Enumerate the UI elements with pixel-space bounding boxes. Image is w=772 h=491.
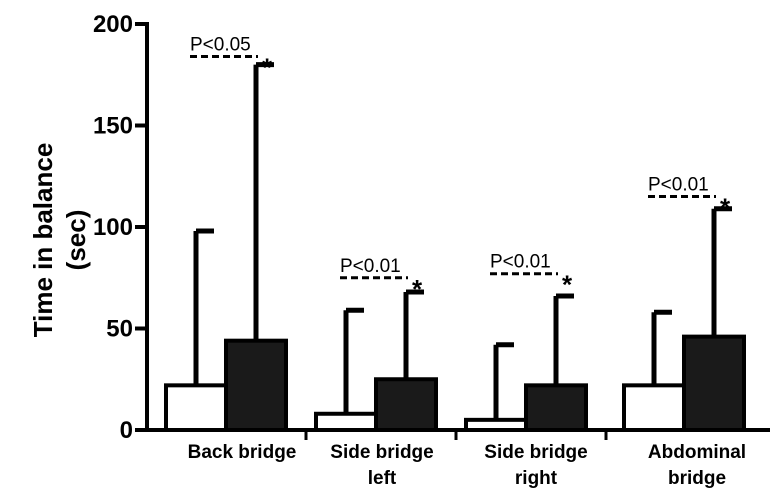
x-category-label-1-line-0: Side bridge xyxy=(330,442,433,463)
y-axis-label-line-1: (sec) xyxy=(61,210,91,271)
bars xyxy=(164,62,746,433)
x-category-label-2-line-0: Side bridge xyxy=(484,442,587,463)
significance-star-2: * xyxy=(562,270,573,300)
annotations: P<0.05 * P<0.01 * P<0.01 * P<0.01 * xyxy=(190,34,731,304)
significance-star-1: * xyxy=(412,274,423,304)
y-tick-label-0: 0 xyxy=(120,417,133,444)
x-category-label-1-line-1: left xyxy=(368,468,397,489)
p-value-3: P<0.01 xyxy=(648,175,709,196)
bar-2-1 xyxy=(524,383,588,432)
x-category-label-2: Side bridge right xyxy=(484,442,587,489)
y-tick-label-1: 50 xyxy=(106,316,133,343)
bar-3-0 xyxy=(622,383,686,432)
bar-0-0 xyxy=(164,383,228,432)
significance-star-0: * xyxy=(262,52,273,82)
bar-2-0 xyxy=(464,417,528,433)
x-category-label-1: Side bridge left xyxy=(330,442,433,489)
y-tick-label-3: 150 xyxy=(93,113,133,140)
bar-0-1 xyxy=(224,338,288,432)
significance-star-3: * xyxy=(720,193,731,223)
y-tick-label-2: 100 xyxy=(93,214,133,241)
bar-3-1 xyxy=(682,334,746,432)
bar-1-0 xyxy=(314,411,378,433)
p-value-2: P<0.01 xyxy=(490,252,551,273)
y-axis-label: Time in balance (sec) xyxy=(28,143,91,338)
bar-1-1 xyxy=(374,377,438,432)
x-category-label-2-line-1: right xyxy=(515,468,558,489)
x-category-label-3-line-0: Abdominal xyxy=(648,442,746,463)
x-category-label-3-line-1: bridge xyxy=(668,468,726,489)
x-category-label-0: Back bridge xyxy=(188,442,297,463)
labels: Time in balance (sec) Back bridge Side brid… xyxy=(28,143,746,489)
x-category-label-0-line-0: Back bridge xyxy=(188,442,297,463)
y-tick-label-4: 200 xyxy=(93,11,133,38)
p-value-1: P<0.01 xyxy=(340,256,401,277)
p-value-0: P<0.05 xyxy=(190,34,251,55)
y-axis-label-line-0: Time in balance xyxy=(28,143,58,338)
x-category-label-3: Abdominal bridge xyxy=(648,442,746,489)
